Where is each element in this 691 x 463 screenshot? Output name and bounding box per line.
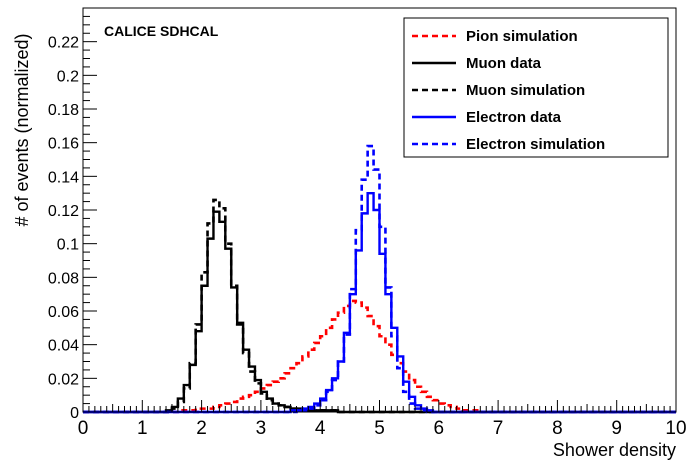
y-tick-label: 0.06 xyxy=(48,304,79,321)
x-tick-label: 8 xyxy=(552,418,563,439)
x-tick-label: 5 xyxy=(374,418,385,439)
y-tick-label: 0.12 xyxy=(48,203,79,220)
x-tick-label: 4 xyxy=(315,418,326,439)
legend-label: Pion simulation xyxy=(466,28,578,45)
legend: Pion simulation Muon data Muon simulation E… xyxy=(403,17,669,158)
y-tick-label: 0.08 xyxy=(48,270,79,287)
legend-box xyxy=(403,17,669,158)
chart-annotation: CALICE SDHCAL xyxy=(104,23,219,39)
x-tick-label: 10 xyxy=(665,418,686,439)
x-tick-label: 7 xyxy=(493,418,504,439)
x-tick-label: 9 xyxy=(611,418,622,439)
y-tick-label: 0.2 xyxy=(57,68,79,85)
y-tick-label: 0.18 xyxy=(48,102,79,119)
x-tick-label: 6 xyxy=(434,418,445,439)
y-axis-label: # of events (normalized) xyxy=(12,33,32,226)
x-tick-label: 1 xyxy=(137,418,148,439)
y-tick-label: 0.04 xyxy=(48,338,79,355)
legend-label: Electron simulation xyxy=(466,136,605,153)
ticks-layer: 0 1 2 3 4 5 6 7 8 9 10 0 0.02 0.04 0.06 0.08 0.1 0.12 0.14… xyxy=(48,15,687,439)
legend-items: Pion simulation Muon data Muon simulation E… xyxy=(412,28,605,153)
legend-label: Muon simulation xyxy=(466,82,585,99)
x-axis-label: Shower density xyxy=(553,440,676,460)
y-tick-label: 0.14 xyxy=(48,169,79,186)
x-tick-label: 0 xyxy=(78,418,89,439)
y-tick-label: 0.22 xyxy=(48,35,79,52)
legend-label: Muon data xyxy=(466,55,542,72)
y-tick-label: 0.02 xyxy=(48,371,79,388)
x-tick-label: 2 xyxy=(196,418,207,439)
x-tick-label: 3 xyxy=(256,418,267,439)
y-tick-label: 0.1 xyxy=(57,237,79,254)
y-tick-label: 0 xyxy=(70,405,79,422)
legend-label: Electron data xyxy=(466,109,562,126)
y-tick-label: 0.16 xyxy=(48,136,79,153)
